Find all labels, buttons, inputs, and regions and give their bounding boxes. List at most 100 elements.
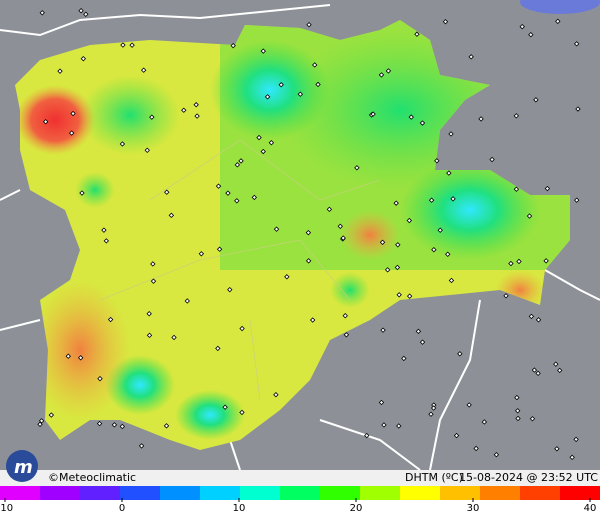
station — [406, 293, 413, 299]
station — [239, 409, 245, 416]
colorbar-segment — [280, 486, 321, 500]
station — [65, 353, 71, 359]
station — [513, 113, 520, 119]
province-lines — [99, 139, 381, 401]
station — [215, 183, 222, 189]
station — [513, 186, 520, 192]
station — [239, 325, 245, 332]
station — [381, 422, 387, 428]
station — [380, 327, 386, 333]
station — [396, 292, 402, 298]
station — [238, 158, 244, 164]
station — [77, 355, 84, 361]
station — [83, 11, 89, 17]
colorbar-tick-label: 30 — [467, 503, 480, 514]
colorbar-segment — [560, 486, 600, 500]
station — [434, 158, 440, 164]
station — [453, 432, 460, 439]
station — [150, 261, 156, 267]
station — [378, 72, 385, 78]
station — [493, 452, 500, 458]
station — [234, 162, 241, 168]
station — [378, 399, 385, 406]
colorbar-segment — [320, 486, 361, 500]
logo — [6, 450, 38, 482]
station — [343, 332, 350, 338]
timestamp: 15-08-2024 @ 23:52 UTC — [459, 471, 598, 484]
station — [448, 277, 455, 284]
station — [526, 213, 533, 219]
station — [42, 119, 49, 125]
station — [468, 54, 474, 60]
station — [181, 107, 187, 113]
station — [193, 102, 199, 108]
station — [234, 198, 240, 204]
stations — [37, 8, 581, 461]
station — [401, 355, 407, 362]
colorbar-segment — [80, 486, 121, 500]
station — [230, 42, 236, 49]
station — [342, 313, 348, 319]
station — [437, 227, 443, 233]
station — [315, 81, 321, 88]
station — [305, 229, 312, 236]
station — [111, 422, 118, 428]
station — [198, 251, 205, 257]
colorbar-tick-label: 20 — [350, 503, 363, 514]
station — [194, 113, 200, 119]
station — [515, 415, 521, 422]
colorbar-segment — [160, 486, 201, 500]
station — [385, 68, 392, 74]
temperature-field — [15, 20, 570, 450]
colorbar-segment — [240, 486, 281, 500]
station — [395, 242, 401, 248]
station — [554, 446, 560, 452]
station — [384, 267, 391, 273]
station — [129, 42, 135, 48]
station — [415, 328, 422, 335]
station — [309, 317, 316, 323]
station — [140, 67, 147, 73]
colorbar-segment — [200, 486, 241, 500]
station — [457, 351, 463, 357]
station — [428, 197, 435, 203]
station — [396, 423, 402, 429]
station — [473, 445, 479, 452]
station — [354, 165, 360, 171]
station — [68, 130, 75, 136]
station — [138, 443, 145, 449]
station — [120, 42, 126, 48]
station — [428, 411, 434, 417]
variable: DHTM (ºC) — [405, 471, 463, 484]
station — [146, 311, 152, 317]
colorbar-label-band — [0, 500, 600, 521]
station — [215, 345, 221, 352]
station — [535, 370, 541, 377]
station — [150, 278, 157, 284]
station — [340, 235, 346, 241]
station — [419, 339, 426, 345]
station — [222, 404, 228, 410]
station — [519, 23, 525, 30]
colorbar-segment — [360, 486, 401, 500]
station — [101, 227, 107, 233]
station — [573, 436, 579, 443]
station — [337, 223, 343, 229]
station — [446, 170, 452, 176]
station — [103, 238, 110, 244]
station — [184, 298, 190, 304]
colorbar-segment — [120, 486, 161, 500]
station — [531, 367, 538, 373]
station — [364, 432, 370, 439]
station — [37, 421, 43, 428]
colorbar-tick-label: 40 — [584, 503, 597, 514]
colorbar — [0, 486, 600, 500]
station — [278, 82, 284, 88]
sea — [520, 0, 600, 14]
station — [516, 258, 522, 265]
station — [171, 334, 177, 341]
station — [528, 32, 534, 38]
station — [256, 134, 262, 141]
station — [481, 419, 488, 425]
